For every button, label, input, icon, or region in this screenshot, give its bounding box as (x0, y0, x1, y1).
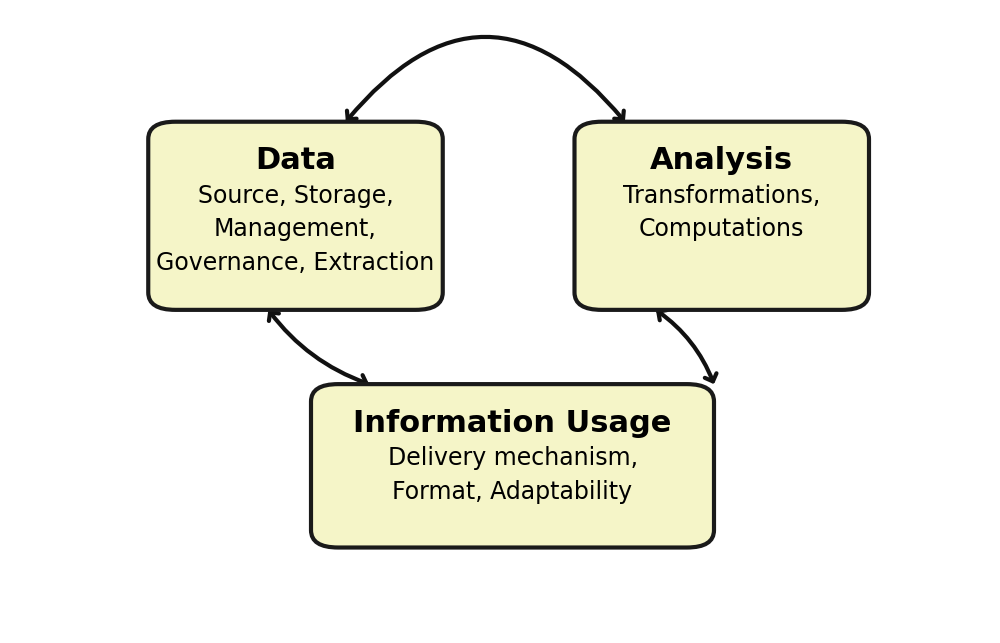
Text: Delivery mechanism,
Format, Adaptability: Delivery mechanism, Format, Adaptability (388, 446, 638, 503)
Text: Data: Data (255, 147, 336, 176)
Text: Transformations,
Computations: Transformations, Computations (623, 184, 820, 241)
Text: Source, Storage,
Management,
Governance, Extraction: Source, Storage, Management, Governance,… (156, 184, 435, 275)
Text: Analysis: Analysis (650, 147, 793, 176)
FancyBboxPatch shape (574, 122, 869, 310)
FancyBboxPatch shape (311, 384, 714, 548)
Text: Information Usage: Information Usage (353, 409, 672, 438)
FancyBboxPatch shape (148, 122, 443, 310)
